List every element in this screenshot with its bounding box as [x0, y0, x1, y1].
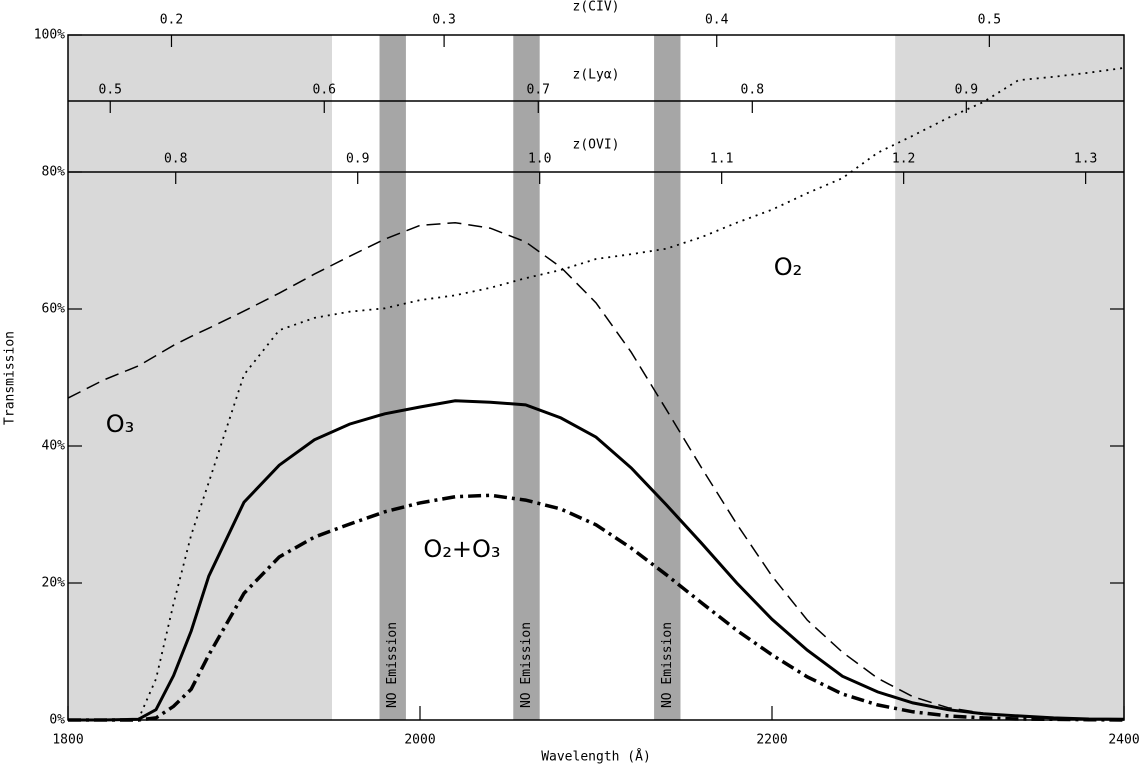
top-axis-tick-label: 0.4 [705, 13, 729, 28]
emission-band [513, 35, 540, 720]
top-axis-label: z(Lyα) [573, 68, 620, 83]
band-label: NO Emission [660, 622, 675, 708]
top-axis-label: z(OVI) [573, 138, 620, 153]
x-axis-label: Wavelength (Å) [541, 749, 651, 765]
top-axis-tick-label: 0.8 [741, 83, 764, 98]
band-label: NO Emission [519, 622, 534, 708]
annotation: O₂ [774, 253, 803, 281]
x-tick-label: 2000 [404, 733, 435, 748]
top-axis-tick-label: 0.2 [160, 13, 183, 28]
top-axis-tick-label: 1.1 [710, 152, 733, 167]
annotation: O₂+O₃ [423, 535, 500, 563]
top-axis-label: z(CIV) [573, 0, 620, 15]
top-axis-tick-label: 1.3 [1074, 152, 1097, 167]
top-axis-tick-label: 0.6 [313, 83, 336, 98]
y-tick-label: 80% [42, 165, 66, 180]
annotation: O₃ [106, 410, 135, 438]
top-axis-tick-label: 0.9 [346, 152, 369, 167]
band-label: NO Emission [385, 622, 400, 708]
y-axis-label: Transmission [3, 331, 18, 425]
x-tick-label: 1800 [52, 733, 83, 748]
emission-band [654, 35, 681, 720]
emission-band [379, 35, 406, 720]
top-axis-tick-label: 1.2 [892, 152, 915, 167]
top-axis-tick-label: 0.8 [164, 152, 187, 167]
y-tick-label: 60% [42, 302, 66, 317]
plot-frame [67, 34, 1125, 721]
line-dashdot [68, 493, 1125, 722]
y-tick-label: 0% [49, 713, 65, 728]
top-axis-tick-label: 1.0 [528, 152, 551, 167]
line-dotted [68, 67, 1125, 721]
shaded-region [895, 35, 1124, 720]
x-tick-label: 2400 [1108, 733, 1139, 748]
top-axis-tick-label: 0.9 [955, 83, 978, 98]
top-axis-tick-label: 0.5 [99, 83, 122, 98]
y-tick-label: 40% [42, 439, 66, 454]
top-axis-tick-label: 0.3 [432, 13, 455, 28]
shaded-region [68, 35, 332, 720]
top-axis-tick-label: 0.7 [527, 83, 550, 98]
top-axis-tick-label: 0.5 [978, 13, 1001, 28]
line-solid [68, 399, 1125, 722]
x-tick-label: 2200 [756, 733, 787, 748]
y-tick-label: 20% [42, 576, 66, 591]
y-tick-label: 100% [34, 28, 65, 43]
